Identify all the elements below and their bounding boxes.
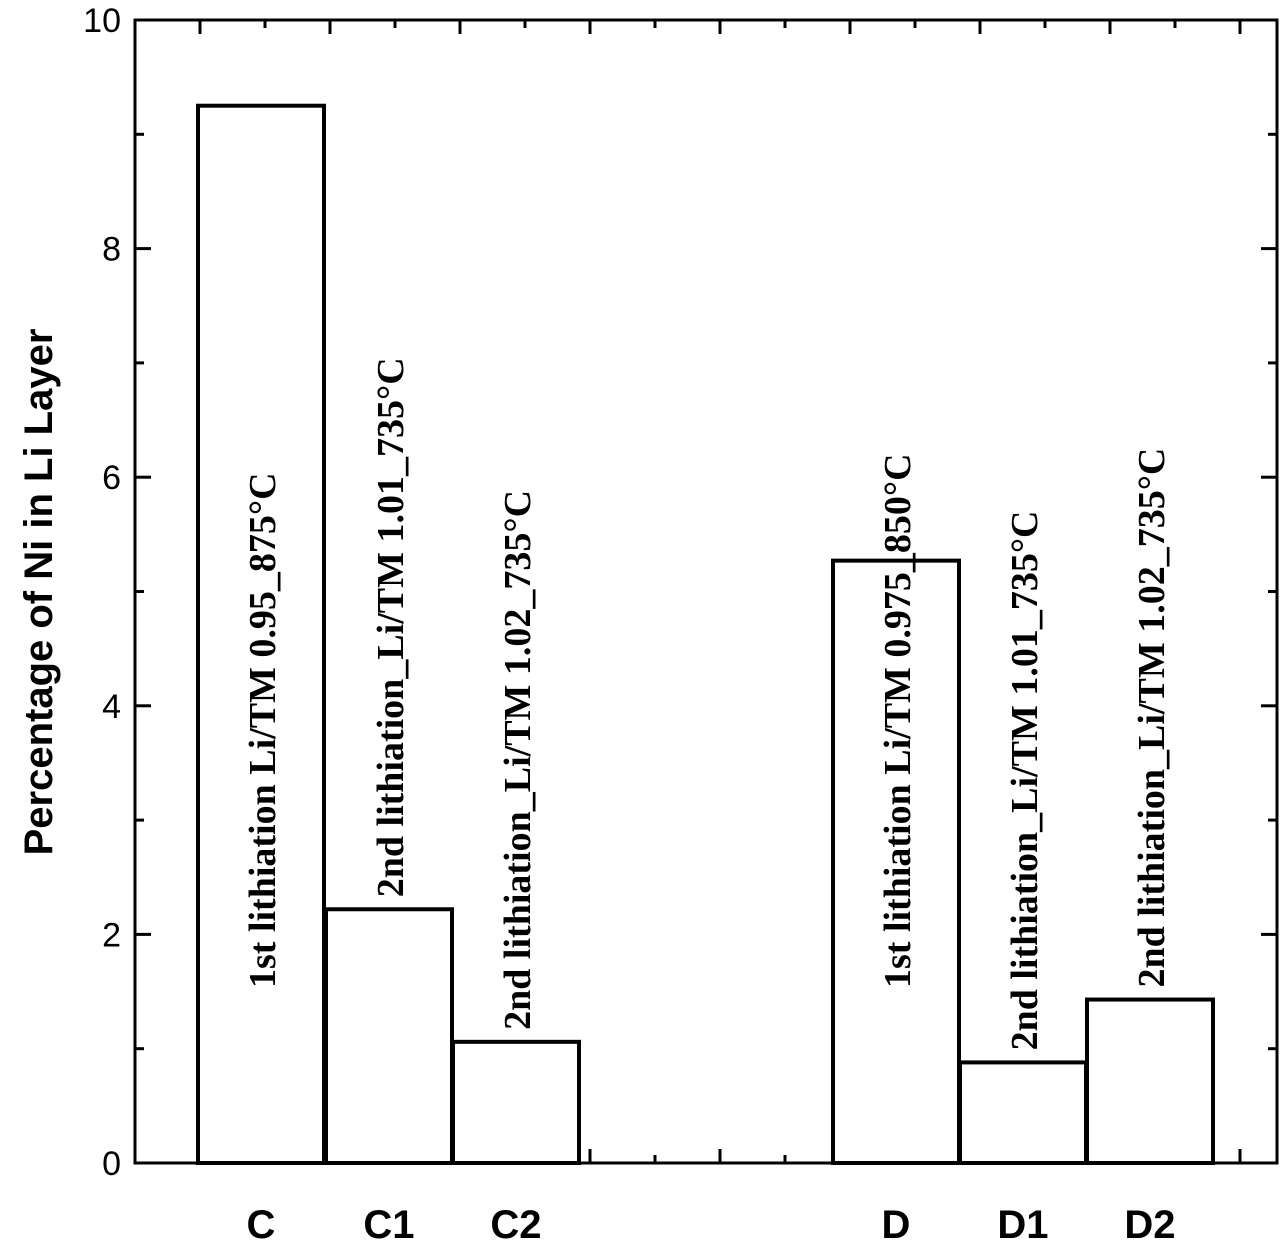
category-label: C — [247, 1203, 276, 1242]
bar-d2 — [1085, 997, 1215, 1166]
category-label: C2 — [490, 1203, 541, 1242]
category-label: D — [882, 1203, 911, 1242]
bar-annotation: 1st lithiation Li/TM 0.95_875°C — [242, 472, 284, 988]
category-label: D2 — [1124, 1203, 1175, 1242]
y-tick-label: 4 — [102, 688, 121, 726]
bar-annotation: 2nd lithiation_Li/TM 1.02_735°C — [497, 490, 539, 1030]
bar-c2 — [451, 1039, 581, 1166]
bars — [196, 103, 1215, 1166]
y-tick-label: 10 — [83, 2, 121, 40]
category-label: D1 — [997, 1203, 1048, 1242]
category-label: C1 — [363, 1203, 414, 1242]
y-tick-label: 2 — [102, 916, 121, 954]
bar-annotation: 2nd lithiation_Li/TM 1.01_735°C — [370, 357, 412, 897]
bar-d — [831, 558, 961, 1165]
y-tick-labels: 0 2 4 6 8 10 — [83, 2, 121, 1183]
category-labels: C C1 C2 D D1 D2 — [247, 1203, 1176, 1242]
bar-c — [196, 103, 326, 1166]
y-axis-label: Percentage of Ni in Li Layer — [17, 329, 61, 856]
y-tick-label: 8 — [102, 231, 121, 269]
bar-annotation: 2nd lithiation_Li/TM 1.02_735°C — [1131, 448, 1173, 988]
bar-d1 — [958, 1060, 1088, 1166]
bar-annotation: 2nd lithiation_Li/TM 1.01_735°C — [1004, 511, 1046, 1051]
bar-c1 — [324, 907, 454, 1166]
bar-labels: 1st lithiation Li/TM 0.95_875°C 2nd lithi… — [242, 357, 1173, 1050]
y-tick-label: 6 — [102, 459, 121, 497]
bar-annotation: 1st lithiation Li/TM 0.975_850°C — [877, 453, 919, 988]
y-tick-label: 0 — [102, 1145, 121, 1183]
